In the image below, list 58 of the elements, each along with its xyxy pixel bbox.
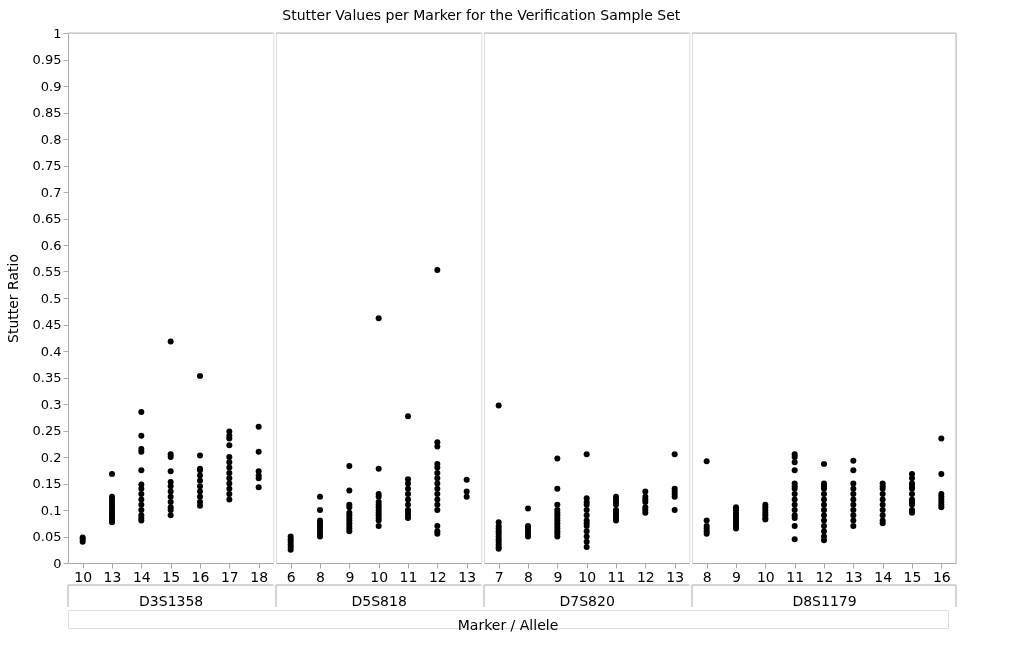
y-tick-label: 0.8: [40, 131, 62, 147]
y-tick-label: 0.05: [32, 529, 62, 544]
x-tick-label: 17: [220, 568, 239, 585]
x-tick-label: 13: [103, 568, 122, 585]
x-tick-label: 18: [250, 568, 269, 585]
x-tick-label: 11: [786, 568, 805, 585]
x-tick-label: 14: [132, 568, 151, 585]
x-axis-title: D8S1179: [792, 592, 857, 609]
x-axis-title: D3S1358: [139, 592, 204, 609]
y-tick-label: 0.4: [40, 343, 62, 359]
x-tick-label: 12: [636, 568, 655, 585]
x-tick-label: 13: [666, 568, 685, 585]
y-tick-label: 0.7: [40, 184, 62, 200]
x-tick-label: 10: [756, 568, 775, 585]
y-tick-label: 0.9: [40, 78, 62, 94]
x-tick-label: 10: [370, 568, 389, 585]
x-tick-label: 13: [458, 568, 477, 585]
y-tick-label: 0.1: [40, 502, 62, 518]
y-tick-label: 0.2: [40, 449, 62, 465]
x-tick-label: 16: [191, 568, 210, 585]
x-tick-label: 9: [345, 568, 355, 585]
y-tick-label: 0.65: [32, 211, 62, 226]
y-axis-title: Stutter Ratio: [4, 254, 21, 343]
y-tick-label: 1: [53, 25, 62, 41]
y-tick-label: 0: [53, 555, 62, 571]
x-tick-label: 8: [524, 568, 533, 585]
x-tick-label: 15: [162, 568, 181, 585]
x-tick-label: 12: [428, 568, 447, 585]
x-tick-label: 14: [874, 568, 893, 585]
y-tick-label: 0.15: [32, 476, 62, 491]
x-axis-title: D7S820: [559, 592, 615, 609]
x-tick-label: 12: [815, 568, 834, 585]
x-tick-label: 7: [494, 568, 504, 585]
y-tick-label: 0.45: [32, 317, 62, 332]
y-tick-label: 0.55: [32, 264, 62, 279]
x-axis-title: D5S818: [351, 592, 407, 609]
y-tick-label: 0.5: [40, 290, 62, 306]
x-tick-label: 9: [553, 568, 563, 585]
y-tick-label: 0.3: [40, 396, 62, 412]
y-tick-label: 0.25: [32, 423, 62, 438]
y-tick-label: 0.6: [40, 237, 62, 253]
x-tick-label: 13: [844, 568, 863, 585]
x-tick-label: 9: [732, 568, 741, 585]
y-tick-label: 0.95: [32, 52, 62, 67]
x-tick-label: 11: [607, 568, 626, 585]
x-tick-label: 8: [316, 568, 325, 585]
text: Stutter Values per Marker for the Verification Sample Set: [282, 6, 681, 23]
x-tick-label: 10: [74, 568, 93, 585]
text: Marker / Allele: [457, 617, 559, 633]
x-tick-label: 8: [702, 568, 712, 585]
x-tick-label: 10: [578, 568, 597, 585]
x-tick-label: 16: [932, 568, 951, 585]
y-tick-label: 0.85: [32, 105, 62, 120]
y-tick-label: 0.75: [32, 158, 62, 173]
x-tick-label: 11: [399, 568, 418, 585]
y-tick-label: 0.35: [32, 370, 62, 385]
x-tick-label: 15: [903, 568, 922, 585]
x-tick-label: 6: [286, 568, 296, 585]
